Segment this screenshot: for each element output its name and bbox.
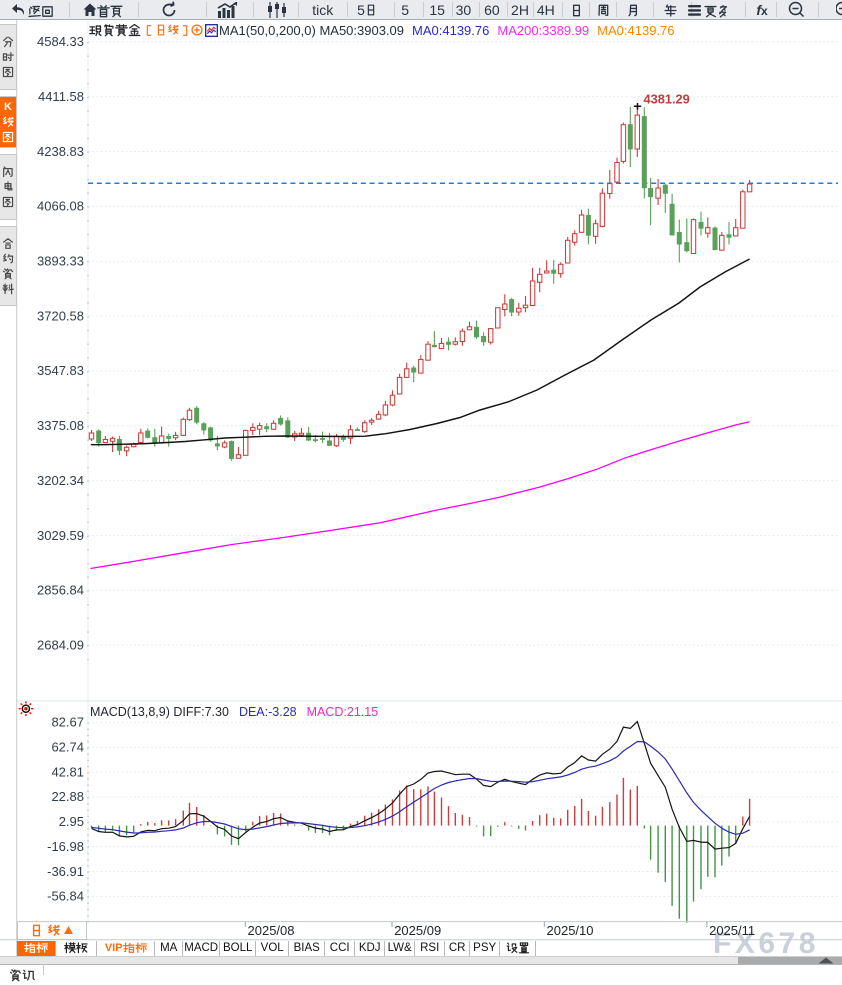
svg-text:-56.84: -56.84	[47, 889, 84, 904]
svg-text:62.74: 62.74	[51, 740, 84, 755]
svg-text:2856.84: 2856.84	[37, 583, 84, 598]
svg-text:2025/10: 2025/10	[547, 923, 594, 938]
svg-text:82.67: 82.67	[51, 715, 84, 730]
svg-text:4584.33: 4584.33	[37, 34, 84, 49]
svg-text:3547.83: 3547.83	[37, 363, 84, 378]
svg-text:3202.34: 3202.34	[37, 473, 84, 488]
svg-text:2684.09: 2684.09	[37, 637, 84, 652]
svg-text:4381.29: 4381.29	[644, 92, 690, 107]
svg-text:2.95: 2.95	[59, 814, 84, 829]
svg-text:-36.91: -36.91	[47, 864, 84, 879]
svg-text:4066.08: 4066.08	[37, 199, 84, 214]
svg-text:4238.83: 4238.83	[37, 144, 84, 159]
svg-text:22.88: 22.88	[51, 789, 84, 804]
svg-text:3029.59: 3029.59	[37, 528, 84, 543]
svg-text:2025/11: 2025/11	[709, 923, 755, 938]
svg-text:42.81: 42.81	[51, 764, 84, 779]
svg-text:4411.58: 4411.58	[38, 89, 84, 104]
svg-text:3893.33: 3893.33	[37, 254, 84, 269]
svg-text:3720.58: 3720.58	[37, 308, 84, 323]
svg-text:-16.98: -16.98	[47, 839, 84, 854]
svg-text:2025/09: 2025/09	[394, 923, 441, 938]
svg-text:2025/08: 2025/08	[248, 923, 295, 938]
svg-text:3375.08: 3375.08	[37, 418, 84, 433]
